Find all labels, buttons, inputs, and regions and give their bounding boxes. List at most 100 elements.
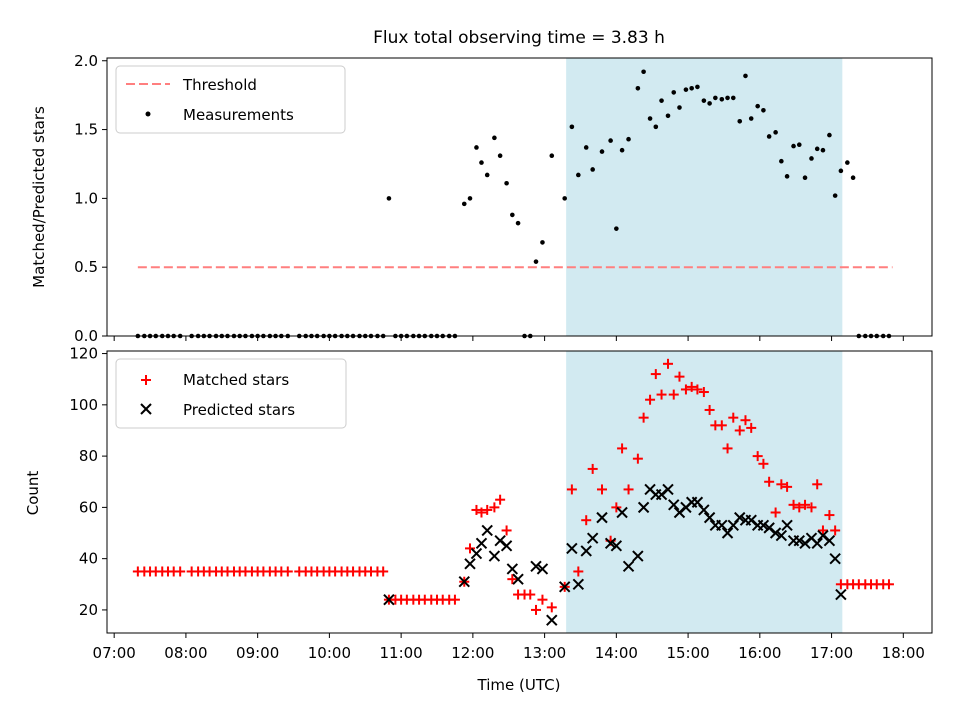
measurement-point (725, 95, 730, 101)
predicted-star-point (512, 573, 524, 585)
predicted-star-point (580, 545, 592, 557)
ratio-x-ticks (113, 336, 904, 341)
measurement-point (814, 146, 820, 152)
measurement-point (748, 116, 754, 121)
measurement-point (827, 132, 832, 138)
matched-star-point (788, 499, 799, 510)
y-tick-label: 40 (79, 550, 98, 568)
measurement-point (838, 168, 844, 174)
y-tick-label: 2.0 (74, 52, 98, 70)
matched-star-point (776, 479, 787, 490)
predicted-star-point (558, 581, 571, 593)
matched-star-point (525, 589, 536, 600)
measurement-point (809, 156, 814, 161)
predicted-star-point (721, 527, 734, 539)
legend-predicted-label: Predicted stars (183, 401, 295, 419)
measurement-point (614, 226, 619, 231)
matched-star-point (758, 458, 769, 469)
matched-star-point (806, 502, 817, 513)
x-axis-label: Time (UTC) (477, 676, 561, 694)
predicted-star-point (536, 563, 549, 575)
predicted-star-point (596, 511, 608, 524)
measurement-point (515, 220, 521, 226)
matched-star-point (674, 371, 685, 382)
predicted-star-point (500, 540, 513, 552)
measurement-point (701, 98, 707, 103)
legend-threshold-label: Threshold (182, 76, 257, 94)
matched-star-point (800, 499, 811, 510)
matched-star-point (378, 566, 389, 577)
x-tick-label: 16:00 (738, 644, 781, 662)
matched-star-point (680, 384, 691, 395)
legend-matched-swatch (141, 375, 151, 385)
measurement-point (832, 193, 838, 198)
predicted-star-point (811, 537, 823, 549)
predicted-star-point (781, 519, 793, 532)
measurement-point (533, 259, 539, 264)
ratio-y-ticks: 0.0 0.5 1.0 1.5 2.0 (74, 52, 107, 345)
matched-star-point (692, 384, 703, 395)
measurement-point (467, 196, 473, 201)
measurement-point (719, 96, 725, 102)
measurement-point (504, 180, 509, 186)
predicted-star-point (734, 511, 746, 524)
matched-star-point (495, 494, 506, 505)
matched-star-point (645, 394, 656, 405)
measurement-point (743, 73, 748, 79)
predicted-star-point (566, 542, 578, 555)
matched-star-point (794, 502, 805, 513)
legend-measurement-swatch (145, 111, 151, 117)
matched-star-point (573, 566, 584, 577)
measurement-point (599, 149, 605, 154)
y-tick-label: 1.0 (74, 189, 98, 207)
measurement-point (850, 175, 856, 181)
measurement-point (713, 95, 718, 101)
measurement-point (484, 172, 490, 178)
matched-star-point (650, 369, 661, 380)
predicted-star-point (716, 519, 728, 532)
x-tick-label: 13:00 (523, 644, 566, 662)
predicted-star-point (662, 483, 674, 496)
matched-star-point (617, 443, 628, 454)
predicted-star-point (835, 588, 847, 601)
predicted-star-point (698, 504, 710, 516)
measurement-point (474, 145, 479, 150)
predicted-star-point (616, 506, 628, 519)
measurement-point (820, 147, 826, 153)
matched-star-point (175, 566, 186, 577)
measurement-point (677, 105, 682, 110)
y-tick-label: 0.0 (74, 327, 98, 345)
measurement-point (766, 134, 772, 139)
matched-star-point (546, 602, 557, 613)
measurement-point (635, 85, 641, 91)
measurement-point (590, 167, 595, 172)
matched-star-point (282, 566, 293, 577)
matched-star-point (782, 481, 793, 492)
predicted-star-point (572, 578, 585, 590)
predicted-star-point (530, 560, 542, 573)
predicted-star-point (703, 511, 716, 524)
measurement-point (562, 196, 567, 201)
legend-matched-label: Matched stars (183, 371, 289, 389)
matched-star-point (597, 484, 607, 495)
matched-star-point (531, 604, 541, 615)
measurement-point (479, 160, 484, 165)
predicted-star-point (769, 527, 782, 539)
measurement-point (540, 240, 545, 245)
predicted-star-point (546, 614, 558, 626)
measurement-point (619, 147, 625, 153)
measurement-point (386, 196, 392, 201)
measurement-point (647, 116, 653, 121)
chart-title: Flux total observing time = 3.83 h (373, 28, 665, 48)
y-tick-label: 120 (69, 345, 98, 363)
matched-star-point (883, 579, 894, 590)
matched-star-point (482, 504, 493, 515)
matched-star-point (471, 504, 482, 515)
measurement-point (497, 153, 503, 159)
x-tick-label: 17:00 (810, 644, 853, 662)
count-shaded-span (566, 351, 843, 633)
matched-star-point (740, 415, 751, 426)
predicted-star-point (793, 535, 805, 547)
predicted-star-point (757, 519, 770, 532)
